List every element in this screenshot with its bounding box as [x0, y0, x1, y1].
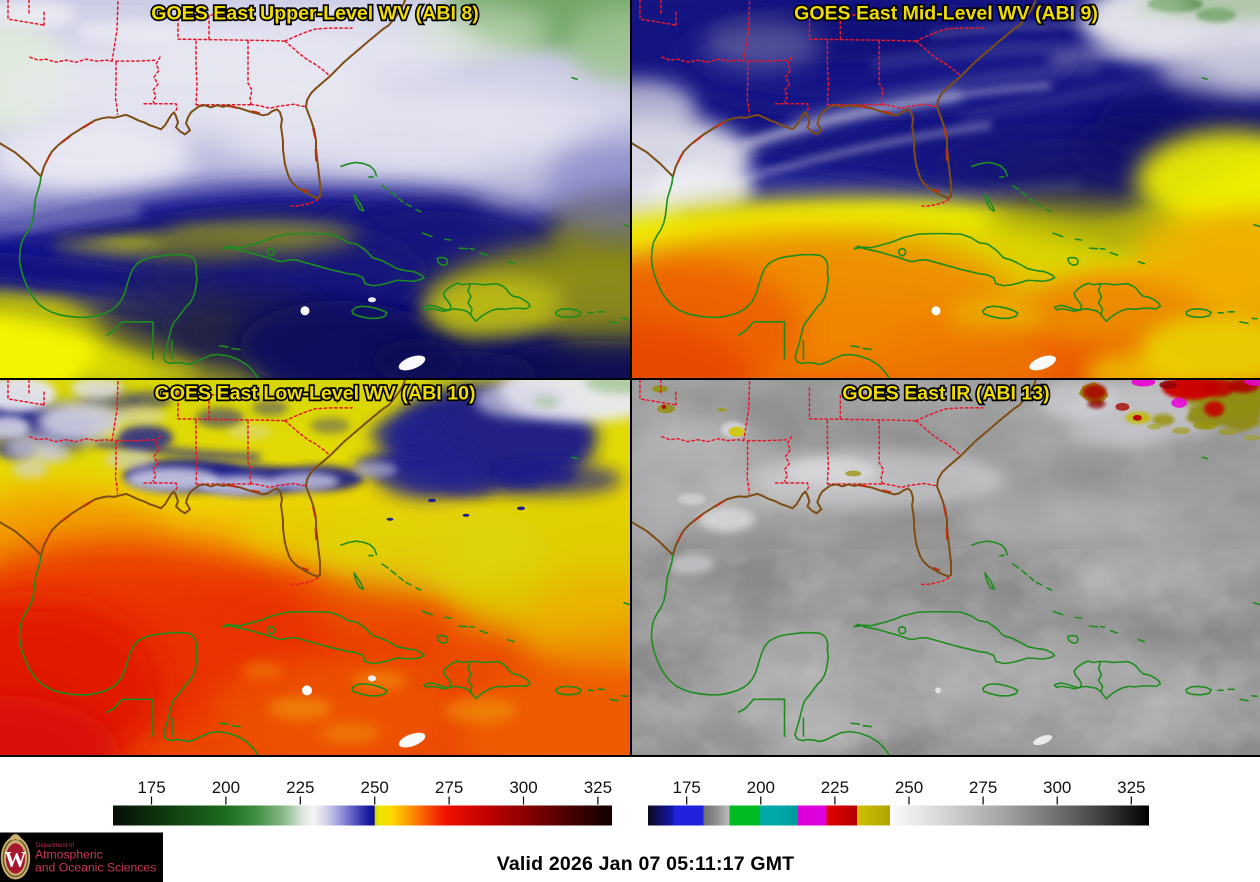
- svg-text:and Oceanic Sciences: and Oceanic Sciences: [35, 861, 156, 875]
- svg-text:GOES East Upper-Level WV (ABI: GOES East Upper-Level WV (ABI 8): [151, 3, 479, 25]
- svg-text:200: 200: [747, 778, 775, 797]
- svg-text:250: 250: [361, 778, 389, 797]
- svg-text:GOES East IR (ABI 13): GOES East IR (ABI 13): [842, 382, 1049, 404]
- svg-text:W: W: [5, 847, 27, 872]
- svg-text:GOES East Mid-Level WV (ABI 9): GOES East Mid-Level WV (ABI 9): [794, 3, 1098, 25]
- svg-text:GOES East Low-Level WV (ABI 10: GOES East Low-Level WV (ABI 10): [154, 382, 475, 404]
- svg-text:Department of: Department of: [36, 843, 74, 849]
- svg-text:250: 250: [895, 778, 923, 797]
- svg-text:200: 200: [212, 778, 240, 797]
- svg-text:175: 175: [137, 778, 165, 797]
- svg-text:Atmospheric: Atmospheric: [35, 848, 103, 862]
- svg-text:275: 275: [969, 778, 997, 797]
- svg-text:225: 225: [286, 778, 314, 797]
- svg-text:300: 300: [509, 778, 537, 797]
- svg-text:275: 275: [435, 778, 463, 797]
- svg-text:300: 300: [1043, 778, 1071, 797]
- svg-text:325: 325: [584, 778, 612, 797]
- svg-text:225: 225: [821, 778, 849, 797]
- svg-text:175: 175: [673, 778, 701, 797]
- svg-text:325: 325: [1117, 778, 1145, 797]
